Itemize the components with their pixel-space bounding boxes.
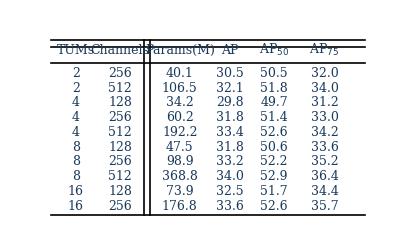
Text: 31.8: 31.8 xyxy=(215,140,243,153)
Text: AP: AP xyxy=(221,44,238,57)
Text: 128: 128 xyxy=(108,185,132,198)
Text: 512: 512 xyxy=(108,126,132,139)
Text: 4: 4 xyxy=(72,111,80,124)
Text: 73.9: 73.9 xyxy=(166,185,193,198)
Text: 36.4: 36.4 xyxy=(310,170,338,183)
Text: 35.7: 35.7 xyxy=(310,200,337,213)
Text: 50.6: 50.6 xyxy=(260,140,287,153)
Text: 16: 16 xyxy=(68,185,84,198)
Text: 33.0: 33.0 xyxy=(310,111,338,124)
Text: 4: 4 xyxy=(72,126,80,139)
Text: 512: 512 xyxy=(108,82,132,94)
Text: 32.5: 32.5 xyxy=(216,185,243,198)
Text: 256: 256 xyxy=(108,155,132,168)
Text: 2: 2 xyxy=(72,67,80,80)
Text: 33.6: 33.6 xyxy=(310,140,338,153)
Text: 52.6: 52.6 xyxy=(260,126,287,139)
Text: 31.2: 31.2 xyxy=(310,96,337,109)
Text: 192.2: 192.2 xyxy=(162,126,197,139)
Text: 34.2: 34.2 xyxy=(310,126,337,139)
Text: 35.2: 35.2 xyxy=(310,155,337,168)
Text: 256: 256 xyxy=(108,111,132,124)
Text: 49.7: 49.7 xyxy=(260,96,287,109)
Text: 256: 256 xyxy=(108,67,132,80)
Text: 30.5: 30.5 xyxy=(216,67,243,80)
Text: 128: 128 xyxy=(108,140,132,153)
Text: 34.0: 34.0 xyxy=(215,170,243,183)
Text: 29.8: 29.8 xyxy=(216,96,243,109)
Text: 2: 2 xyxy=(72,82,80,94)
Text: 128: 128 xyxy=(108,96,132,109)
Text: 16: 16 xyxy=(68,200,84,213)
Text: 512: 512 xyxy=(108,170,132,183)
Text: 34.2: 34.2 xyxy=(166,96,193,109)
Text: 34.4: 34.4 xyxy=(310,185,338,198)
Text: 33.4: 33.4 xyxy=(215,126,243,139)
Text: 98.9: 98.9 xyxy=(166,155,193,168)
Text: 32.1: 32.1 xyxy=(216,82,243,94)
Text: 8: 8 xyxy=(72,155,80,168)
Text: 52.2: 52.2 xyxy=(260,155,287,168)
Text: 32.0: 32.0 xyxy=(310,67,337,80)
Text: 47.5: 47.5 xyxy=(166,140,193,153)
Text: 31.8: 31.8 xyxy=(215,111,243,124)
Text: 8: 8 xyxy=(72,170,80,183)
Text: AP$_{50}$: AP$_{50}$ xyxy=(258,42,288,58)
Text: 51.4: 51.4 xyxy=(260,111,287,124)
Text: 52.9: 52.9 xyxy=(260,170,287,183)
Text: 106.5: 106.5 xyxy=(162,82,197,94)
Text: 256: 256 xyxy=(108,200,132,213)
Text: 51.7: 51.7 xyxy=(260,185,287,198)
Text: 8: 8 xyxy=(72,140,80,153)
Text: 52.6: 52.6 xyxy=(260,200,287,213)
Text: 50.5: 50.5 xyxy=(260,67,287,80)
Text: 33.6: 33.6 xyxy=(215,200,243,213)
Text: 40.1: 40.1 xyxy=(165,67,193,80)
Text: Channels: Channels xyxy=(90,44,149,57)
Text: 33.2: 33.2 xyxy=(216,155,243,168)
Text: 176.8: 176.8 xyxy=(162,200,197,213)
Text: Params(M): Params(M) xyxy=(145,44,214,57)
Text: 60.2: 60.2 xyxy=(166,111,193,124)
Text: 368.8: 368.8 xyxy=(162,170,197,183)
Text: 34.0: 34.0 xyxy=(310,82,338,94)
Text: 51.8: 51.8 xyxy=(260,82,287,94)
Text: 4: 4 xyxy=(72,96,80,109)
Text: AP$_{75}$: AP$_{75}$ xyxy=(309,42,339,58)
Text: TUMs: TUMs xyxy=(57,44,95,57)
